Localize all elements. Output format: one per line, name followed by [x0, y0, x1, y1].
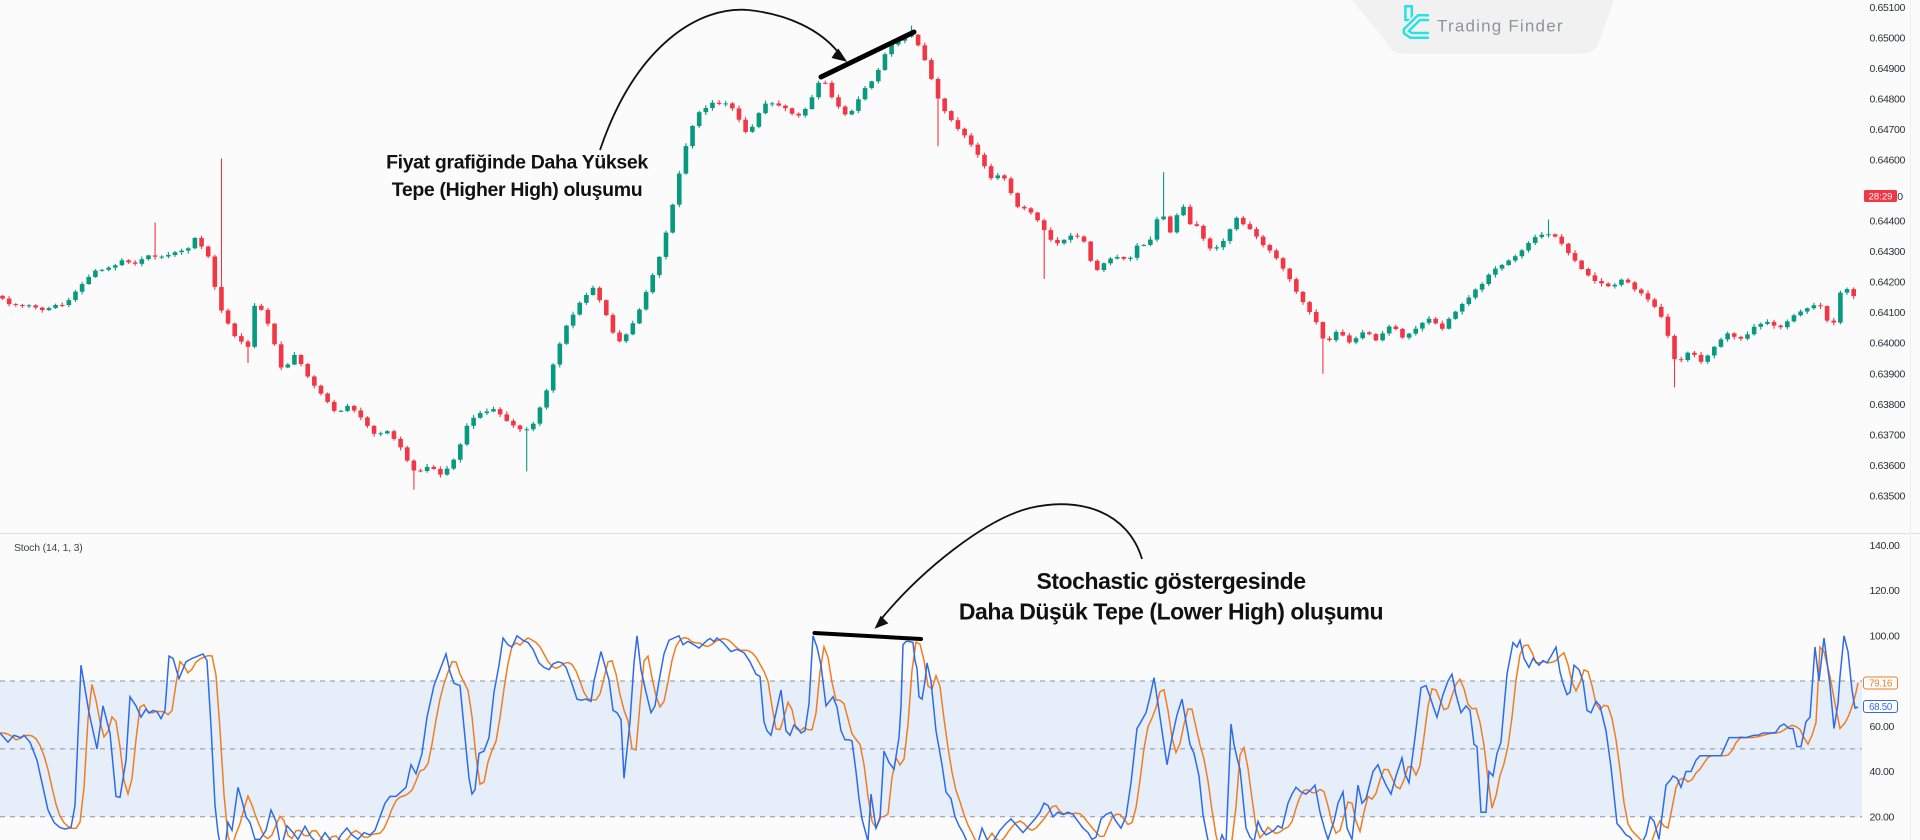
- svg-text:100.00: 100.00: [1870, 630, 1901, 642]
- svg-text:0.63700: 0.63700: [1870, 429, 1906, 441]
- svg-text:140.00: 140.00: [1870, 540, 1901, 552]
- svg-text:0.64400: 0.64400: [1870, 216, 1906, 228]
- svg-text:68.50: 68.50: [1869, 702, 1893, 713]
- svg-text:0.64700: 0.64700: [1870, 124, 1906, 136]
- svg-text:20.00: 20.00: [1870, 811, 1895, 823]
- svg-text:Daha Düşük Tepe (Lower High) o: Daha Düşük Tepe (Lower High) oluşumu: [959, 599, 1383, 625]
- svg-text:Fiyat grafiğinde Daha Yüksek: Fiyat grafiğinde Daha Yüksek: [386, 152, 648, 174]
- svg-text:0.64800: 0.64800: [1870, 94, 1906, 106]
- svg-text:0.65000: 0.65000: [1870, 32, 1906, 44]
- svg-text:0.64900: 0.64900: [1870, 63, 1906, 75]
- svg-text:28:29: 28:29: [1869, 191, 1893, 202]
- svg-text:0.63900: 0.63900: [1870, 368, 1906, 380]
- svg-text:0: 0: [1897, 191, 1903, 203]
- svg-text:Trading Finder: Trading Finder: [1437, 17, 1564, 36]
- svg-text:0.64600: 0.64600: [1870, 155, 1906, 167]
- svg-text:0.64000: 0.64000: [1870, 338, 1906, 350]
- svg-text:0.63800: 0.63800: [1870, 399, 1906, 411]
- svg-text:Stochastic göstergesinde: Stochastic göstergesinde: [1036, 568, 1305, 594]
- svg-text:0.63600: 0.63600: [1870, 460, 1906, 472]
- svg-text:0.64100: 0.64100: [1870, 307, 1906, 319]
- svg-text:0.64200: 0.64200: [1870, 277, 1906, 289]
- svg-text:0.63500: 0.63500: [1870, 490, 1906, 502]
- svg-text:0.65100: 0.65100: [1870, 2, 1906, 14]
- svg-text:60.00: 60.00: [1870, 721, 1895, 733]
- svg-text:0.64300: 0.64300: [1870, 246, 1906, 258]
- svg-text:40.00: 40.00: [1870, 766, 1895, 778]
- svg-text:79.16: 79.16: [1869, 678, 1893, 689]
- svg-text:Tepe (Higher High) oluşumu: Tepe (Higher High) oluşumu: [392, 179, 643, 201]
- svg-text:Stoch (14, 1, 3): Stoch (14, 1, 3): [14, 542, 83, 554]
- svg-text:120.00: 120.00: [1870, 585, 1901, 597]
